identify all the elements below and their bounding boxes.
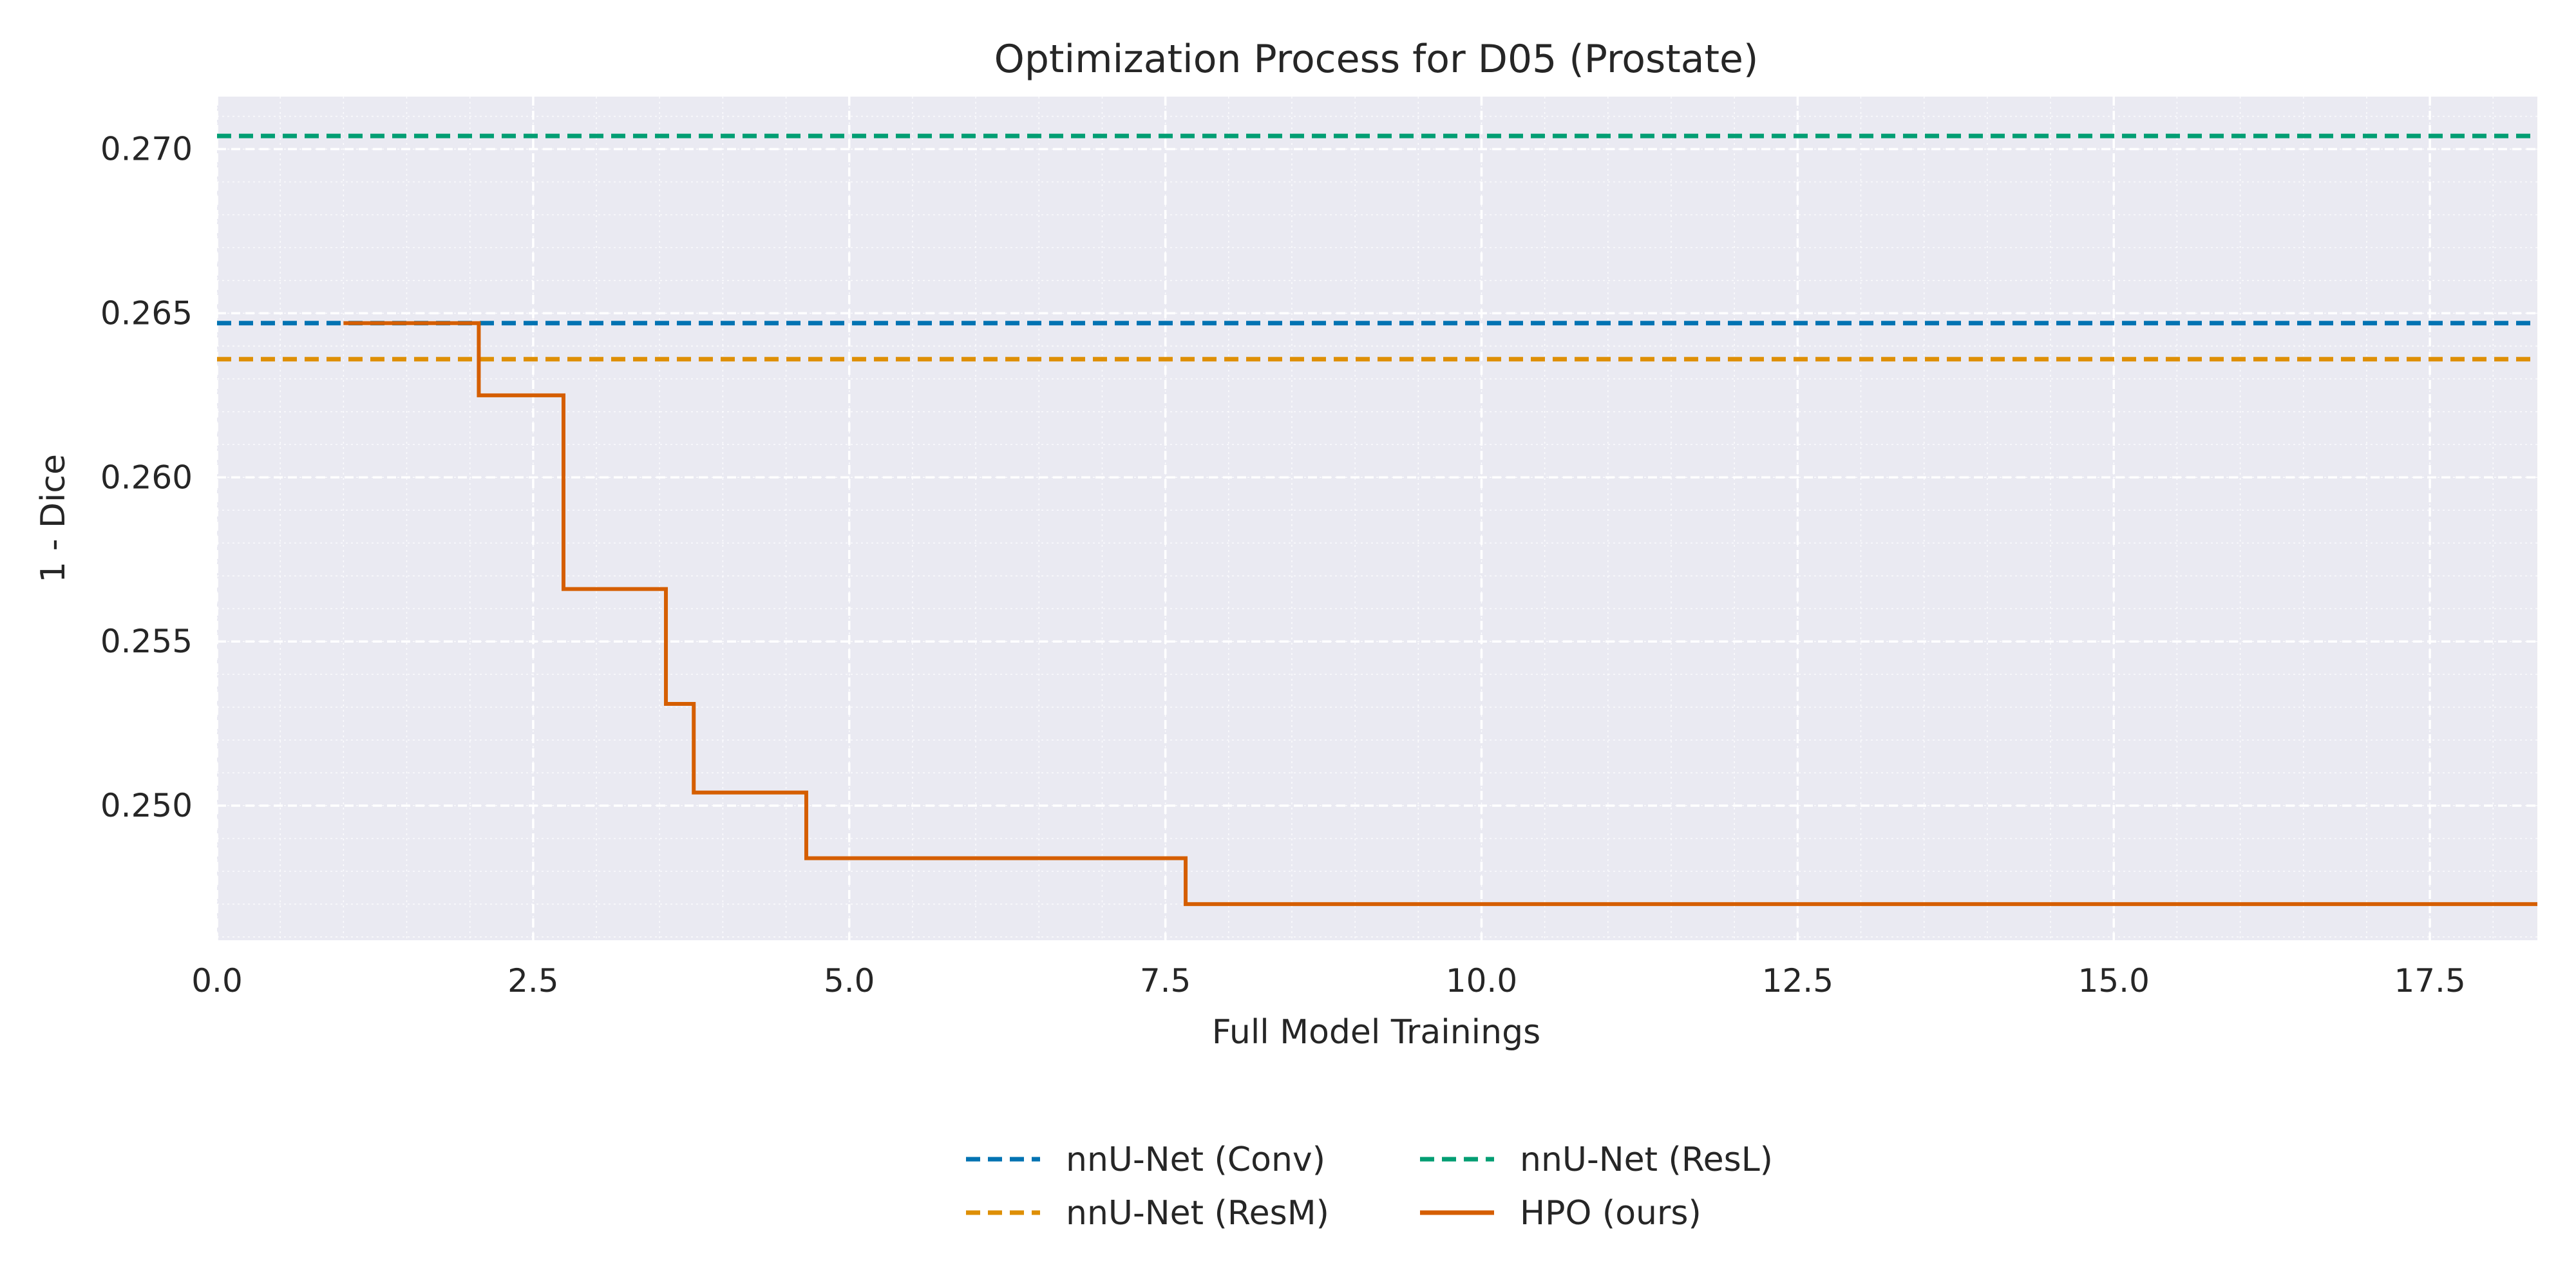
plot-area <box>217 97 2537 940</box>
x-tick-label: 12.5 <box>1762 962 1833 999</box>
x-tick-label: 0.0 <box>191 962 243 999</box>
chart-title: Optimization Process for D05 (Prostate) <box>994 37 1759 82</box>
series-line-hpo <box>343 321 2537 906</box>
series-layer <box>217 133 2537 906</box>
legend-label: nnU-Net (ResM) <box>1066 1194 1329 1233</box>
y-tick-label: 0.250 <box>100 787 193 824</box>
x-tick-label: 7.5 <box>1140 962 1191 999</box>
x-tick-label: 2.5 <box>507 962 559 999</box>
y-tick-label: 0.260 <box>100 459 193 496</box>
y-tick-label: 0.265 <box>100 294 193 332</box>
x-tick-label: 17.5 <box>2394 962 2465 999</box>
y-axis-label: 1 - Dice <box>34 454 73 583</box>
legend: nnU-Net (Conv) nnU-Net (ResM) nnU-Net (Res… <box>966 1141 1773 1233</box>
grid-layer <box>216 97 2537 940</box>
x-tick-label: 10.0 <box>1446 962 1517 999</box>
tick-layer: 0.0 2.5 5.0 7.5 10.0 12.5 15.0 17.5 0.250 0.255 0.… <box>100 131 2466 999</box>
legend-label: nnU-Net (ResL) <box>1520 1141 1773 1179</box>
y-tick-label: 0.270 <box>100 131 193 168</box>
x-axis-label: Full Model Trainings <box>1212 1013 1540 1052</box>
y-tick-label: 0.255 <box>100 623 193 660</box>
legend-label: nnU-Net (Conv) <box>1066 1141 1325 1179</box>
x-tick-label: 5.0 <box>824 962 875 999</box>
x-tick-label: 15.0 <box>2078 962 2150 999</box>
legend-label: HPO (ours) <box>1520 1194 1701 1233</box>
